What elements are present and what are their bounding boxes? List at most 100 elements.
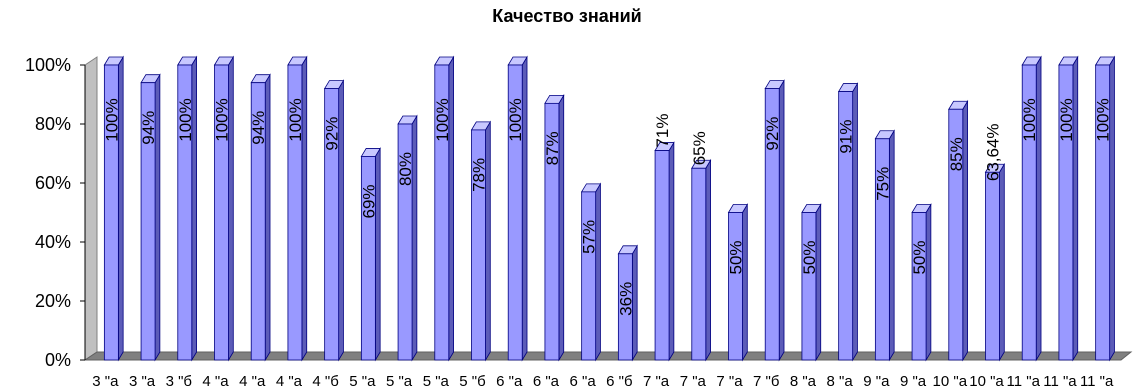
bar-front [1095, 64, 1111, 361]
bar-front [838, 91, 854, 361]
bar [1058, 55, 1079, 362]
bar-side [925, 203, 932, 362]
x-tick-label: 8 "а [827, 373, 854, 390]
bar-side [485, 120, 491, 362]
bar-front [1021, 64, 1037, 361]
bar-front [581, 191, 597, 361]
bar-front [764, 88, 780, 361]
y-axis: 0% 20% 40% 60% 80% 100% [25, 55, 86, 370]
bar [140, 73, 161, 362]
bar-front [177, 64, 193, 361]
x-tick-label: 11 "а [1007, 373, 1041, 390]
x-tick-label: 7 "б [753, 373, 779, 390]
x-tick-label: 9 "а [900, 373, 927, 390]
bar-front [397, 123, 413, 361]
bar [948, 99, 969, 362]
data-label: 100% [102, 98, 121, 141]
data-label: 78% [470, 158, 489, 192]
data-label: 80% [396, 152, 415, 186]
x-tick-label: 7 "а [643, 373, 670, 390]
data-label: 100% [506, 98, 525, 141]
y-tick-label: 100% [25, 55, 71, 75]
bar [177, 55, 198, 362]
data-label: 100% [286, 98, 305, 141]
bar-front [728, 212, 743, 361]
x-tick-label: 3 "а [92, 373, 119, 390]
bar-front [103, 64, 119, 361]
bar [544, 93, 565, 362]
bar-front [948, 108, 964, 361]
x-tick-label: 7 "а [680, 373, 707, 390]
x-tick-label: 11 "а [1043, 373, 1077, 390]
data-label: 65% [690, 131, 709, 165]
bar [287, 55, 308, 362]
x-tick-label: 10 "а [969, 373, 1004, 390]
data-label: 100% [213, 98, 232, 141]
data-label: 57% [580, 220, 599, 254]
bar-front [324, 88, 340, 361]
y-tick-label: 20% [35, 291, 71, 311]
x-axis-ticks: 3 "а 3 "а 3 "б 4 "а 4 "а 4 "а 4 "б 5 "а 5 "а 5 "а… [92, 373, 1114, 390]
bar-front [434, 64, 450, 361]
data-label: 50% [910, 240, 929, 274]
data-label: 85% [947, 137, 966, 171]
bar [507, 55, 528, 362]
bar [874, 129, 895, 362]
bar [837, 82, 859, 362]
bar [250, 73, 271, 362]
bar-series: 100% 94% 100% 100% 94% 100% 92% 69% 80% 100% 78% 10… [102, 55, 1116, 362]
x-tick-label: 6 "а [570, 373, 597, 390]
data-label: 50% [800, 240, 819, 274]
bar-side [888, 129, 895, 362]
data-label: 91% [837, 120, 856, 154]
bar [691, 158, 712, 362]
bar [764, 79, 785, 362]
bar-front [544, 102, 560, 361]
x-tick-label: 11 "а [1080, 373, 1114, 390]
x-tick-label: 5 "а [423, 373, 450, 390]
y-tick-label: 0% [45, 350, 71, 370]
bar [397, 114, 418, 362]
data-label: 100% [1057, 98, 1076, 141]
bar-front [140, 82, 156, 361]
bar-front [691, 167, 707, 361]
bar-front [287, 64, 303, 361]
bar-side [374, 147, 381, 362]
bar-side [595, 182, 601, 362]
x-tick-label: 5 "б [459, 373, 485, 390]
bar [617, 244, 638, 362]
y-tick-label: 60% [35, 173, 71, 193]
bar-side [999, 162, 1005, 362]
data-label: 100% [1020, 98, 1039, 141]
bar-front [911, 212, 927, 361]
data-label: 71% [653, 114, 672, 148]
data-label: 75% [873, 167, 892, 201]
bar [1094, 55, 1116, 362]
x-tick-label: 8 "а [790, 373, 817, 390]
bar-front [471, 129, 486, 361]
data-label: 50% [727, 240, 746, 274]
x-tick-label: 3 "б [166, 373, 192, 390]
x-tick-label: 6 "а [533, 373, 560, 390]
data-label: 92% [763, 117, 782, 151]
data-label: 100% [176, 98, 195, 141]
floor [83, 351, 1133, 361]
bar [654, 141, 675, 362]
data-label: 69% [359, 184, 378, 218]
bar-front [985, 171, 1000, 361]
bar-front [654, 150, 670, 361]
x-tick-label: 6 "б [606, 373, 632, 390]
x-tick-label: 9 "а [863, 373, 890, 390]
bar-side [668, 141, 675, 362]
bar [727, 203, 749, 362]
data-label: 100% [433, 98, 452, 141]
side-wall [84, 56, 98, 361]
bar-front [801, 212, 817, 361]
data-label: 63,64% [984, 123, 1003, 181]
bar [323, 79, 345, 362]
bar-front [617, 253, 633, 361]
bar [580, 182, 602, 362]
bar [213, 55, 235, 362]
x-tick-label: 4 "б [312, 373, 338, 390]
x-tick-label: 5 "а [386, 373, 413, 390]
